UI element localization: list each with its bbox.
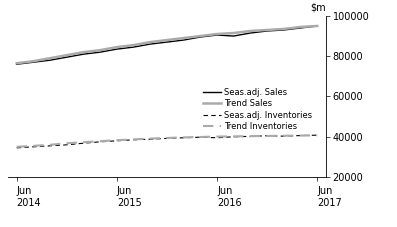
Trend Inventories [98,140,102,143]
Trend Sales [165,39,170,41]
Trend Inventories [64,142,69,145]
Seas.adj. Inventories [64,143,69,146]
Trend Inventories [298,134,303,137]
Seas.adj. Inventories [215,136,220,139]
Seas.adj. Sales [181,39,186,41]
Trend Sales [148,41,152,43]
Trend Sales [14,62,19,65]
Legend: Seas.adj. Sales, Trend Sales, Seas.adj. Inventories, Trend Inventories: Seas.adj. Sales, Trend Sales, Seas.adj. … [200,85,315,134]
Trend Sales [215,33,220,35]
Seas.adj. Sales [148,43,152,45]
Seas.adj. Inventories [31,146,36,148]
Trend Inventories [181,136,186,139]
Line: Seas.adj. Inventories: Seas.adj. Inventories [17,135,317,148]
Trend Inventories [281,134,286,137]
Line: Trend Sales: Trend Sales [17,26,317,63]
Trend Sales [298,26,303,28]
Trend Inventories [81,141,86,143]
Seas.adj. Sales [281,29,286,31]
Trend Sales [81,51,86,54]
Seas.adj. Inventories [148,138,152,141]
Seas.adj. Sales [31,61,36,64]
Trend Sales [114,46,119,49]
Trend Sales [265,29,270,31]
Seas.adj. Inventories [198,136,203,138]
Seas.adj. Inventories [315,134,320,136]
Trend Sales [231,32,236,34]
Line: Trend Inventories: Trend Inventories [17,135,317,147]
Seas.adj. Sales [14,63,19,66]
Trend Inventories [215,135,220,138]
Seas.adj. Sales [131,46,136,49]
Trend Inventories [31,144,36,147]
Seas.adj. Inventories [114,139,119,142]
Seas.adj. Inventories [165,137,170,140]
Trend Inventories [114,139,119,142]
Seas.adj. Sales [298,27,303,29]
Seas.adj. Inventories [281,135,286,138]
Seas.adj. Inventories [14,146,19,149]
Seas.adj. Sales [48,59,52,62]
Trend Inventories [315,134,320,137]
Trend Inventories [148,137,152,140]
Seas.adj. Sales [315,25,320,27]
Text: $m: $m [310,3,326,13]
Trend Sales [198,35,203,37]
Seas.adj. Sales [265,30,270,32]
Seas.adj. Inventories [248,135,253,138]
Seas.adj. Inventories [98,141,102,143]
Seas.adj. Inventories [298,134,303,137]
Seas.adj. Sales [114,48,119,50]
Seas.adj. Sales [231,35,236,37]
Seas.adj. Sales [198,36,203,38]
Trend Sales [131,44,136,47]
Trend Inventories [198,136,203,138]
Trend Sales [31,60,36,63]
Trend Sales [248,30,253,32]
Seas.adj. Inventories [181,136,186,139]
Trend Inventories [14,146,19,148]
Trend Inventories [165,137,170,139]
Seas.adj. Inventories [81,142,86,145]
Seas.adj. Sales [64,56,69,59]
Trend Sales [181,37,186,39]
Seas.adj. Sales [165,41,170,43]
Trend Sales [281,28,286,30]
Seas.adj. Inventories [131,138,136,141]
Seas.adj. Sales [248,32,253,34]
Line: Seas.adj. Sales: Seas.adj. Sales [17,26,317,64]
Trend Sales [98,49,102,52]
Trend Sales [64,54,69,57]
Seas.adj. Sales [98,51,102,54]
Seas.adj. Sales [81,53,86,56]
Trend Sales [48,57,52,59]
Trend Sales [315,25,320,27]
Seas.adj. Inventories [231,135,236,138]
Trend Inventories [131,138,136,141]
Seas.adj. Inventories [265,134,270,137]
Trend Inventories [265,135,270,137]
Trend Inventories [48,143,52,146]
Trend Inventories [231,135,236,138]
Seas.adj. Inventories [48,144,52,147]
Trend Inventories [248,135,253,138]
Seas.adj. Sales [215,34,220,36]
